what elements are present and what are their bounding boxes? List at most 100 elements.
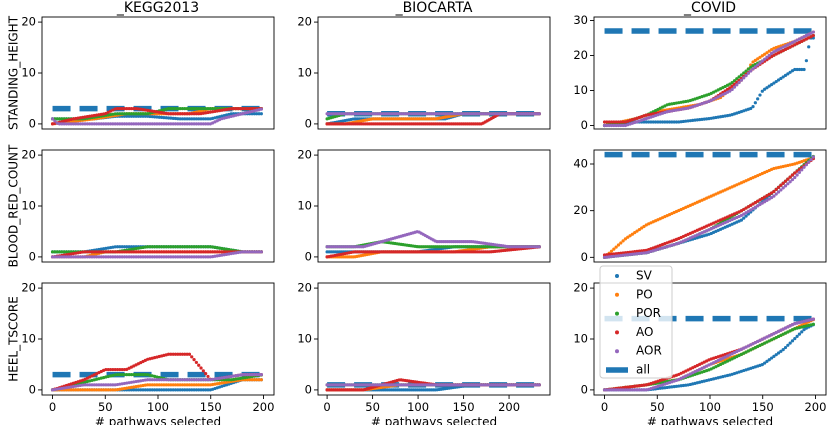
y-tick-label: 0 — [581, 382, 588, 396]
data-point — [176, 383, 180, 387]
data-point — [162, 250, 166, 254]
data-point — [166, 116, 171, 120]
data-point — [206, 250, 210, 254]
data-point — [621, 239, 625, 243]
x-tick-label: 0 — [601, 400, 608, 414]
data-point — [192, 383, 196, 387]
data-point — [55, 117, 59, 121]
data-point — [173, 388, 178, 392]
data-point — [88, 388, 92, 392]
data-point — [120, 250, 124, 254]
data-point — [197, 245, 201, 249]
data-point — [155, 383, 159, 387]
data-point — [150, 378, 154, 382]
data-point — [125, 107, 129, 111]
y-tick-label: 0 — [581, 118, 588, 132]
data-point — [122, 367, 127, 372]
data-point — [623, 253, 628, 257]
data-point — [85, 255, 89, 259]
data-point — [626, 385, 630, 389]
data-point — [742, 216, 746, 220]
data-point — [619, 120, 623, 124]
data-point — [97, 250, 101, 254]
data-point — [143, 122, 147, 126]
data-point — [628, 388, 632, 392]
data-point — [769, 196, 774, 200]
series-AOR — [325, 230, 541, 249]
data-point — [176, 250, 180, 254]
data-point — [176, 117, 180, 121]
data-point — [155, 122, 159, 126]
data-point — [614, 252, 618, 256]
row-label: HEEL_TSCORE — [7, 296, 21, 382]
data-point — [146, 250, 150, 254]
data-point — [744, 206, 748, 210]
data-point — [64, 250, 69, 254]
data-point — [206, 388, 210, 392]
data-point — [211, 107, 215, 111]
data-point — [199, 250, 203, 254]
data-point — [201, 378, 205, 382]
data-point — [779, 188, 783, 192]
data-point — [127, 112, 131, 116]
column-title: _BIOCARTA — [395, 0, 473, 16]
data-point — [765, 359, 769, 363]
data-point — [199, 378, 203, 382]
data-point — [204, 378, 208, 382]
data-point — [753, 58, 757, 63]
data-point — [122, 250, 127, 254]
series-AO — [602, 157, 815, 257]
x-tick-label: 200 — [252, 400, 274, 414]
data-point — [626, 388, 630, 392]
data-point — [753, 205, 757, 209]
data-point — [185, 352, 189, 356]
data-point — [621, 386, 625, 390]
data-point — [605, 123, 609, 128]
data-point — [793, 175, 797, 180]
data-point — [113, 112, 117, 116]
data-point — [132, 112, 136, 116]
legend-label: all — [636, 363, 650, 377]
data-point — [136, 112, 140, 116]
data-point — [192, 378, 196, 382]
data-point — [635, 229, 639, 233]
data-point — [642, 120, 646, 124]
data-point — [171, 122, 175, 126]
data-point — [173, 352, 178, 356]
data-point — [763, 87, 767, 91]
legend-label: AO — [636, 325, 653, 339]
data-point — [180, 122, 185, 126]
column-title: _COVID — [683, 0, 736, 16]
data-point — [92, 255, 96, 259]
data-point — [208, 250, 212, 254]
series-AOR — [602, 317, 815, 392]
data-point — [698, 118, 702, 122]
data-point — [197, 388, 201, 392]
data-point — [749, 69, 753, 73]
data-point — [143, 373, 147, 377]
data-point — [194, 383, 198, 387]
data-point — [797, 67, 802, 72]
data-point — [187, 352, 192, 356]
data-point — [765, 194, 769, 198]
data-point — [612, 247, 616, 251]
data-point — [78, 255, 82, 259]
data-point — [53, 119, 57, 123]
data-point — [171, 383, 175, 387]
data-point — [127, 373, 131, 377]
data-point — [809, 157, 813, 162]
data-point — [614, 254, 618, 258]
data-point — [150, 388, 154, 392]
data-point — [132, 122, 136, 126]
data-point — [774, 353, 778, 357]
data-point — [129, 255, 134, 259]
data-point — [104, 255, 108, 259]
legend: SV PO POR AO AOR all — [599, 265, 673, 379]
data-point — [185, 112, 189, 116]
data-point — [628, 234, 632, 238]
data-point — [157, 383, 161, 387]
data-point — [190, 117, 194, 121]
data-point — [788, 175, 792, 179]
data-point — [765, 86, 769, 90]
data-point — [106, 122, 110, 126]
